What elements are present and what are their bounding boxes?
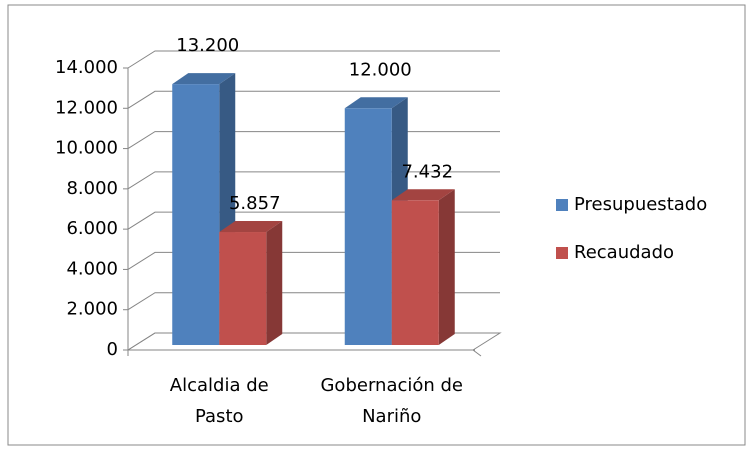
value-label: 13.200 (176, 35, 239, 56)
y-tick-label: 10.000 (55, 138, 118, 159)
y-tick-label: 0 (107, 339, 118, 360)
bar-top (391, 189, 455, 201)
bar (172, 84, 220, 345)
legend-label: Presupuestado (574, 194, 707, 215)
grid-line (127, 50, 500, 69)
bar-top (219, 221, 283, 233)
bar-top (172, 73, 236, 85)
value-label: 5.857 (229, 193, 281, 214)
legend-label: Recaudado (574, 242, 674, 263)
grid-line (127, 90, 500, 109)
y-tick-label: 8.000 (66, 178, 118, 199)
legend-swatch (556, 247, 568, 259)
value-label: 12.000 (349, 59, 412, 80)
x-tick-label: Alcaldia de Pasto (169, 375, 269, 427)
y-tick-label: 14.000 (55, 57, 118, 78)
bar-side (438, 189, 455, 345)
y-tick-label: 4.000 (66, 258, 118, 279)
bar (219, 232, 267, 345)
bar-top (344, 97, 408, 109)
x-tick-label: Gobernación de Nariño (320, 375, 464, 427)
bar-side (266, 221, 283, 345)
y-tick-label: 6.000 (66, 218, 118, 239)
y-tick-label: 12.000 (55, 97, 118, 118)
bar (391, 200, 439, 345)
chart-border (7, 4, 746, 446)
x-axis-right (472, 349, 482, 357)
y-tick-label: 2.000 (66, 299, 118, 320)
legend-swatch (556, 199, 568, 211)
value-label: 7.432 (401, 161, 453, 182)
bar (344, 108, 392, 346)
